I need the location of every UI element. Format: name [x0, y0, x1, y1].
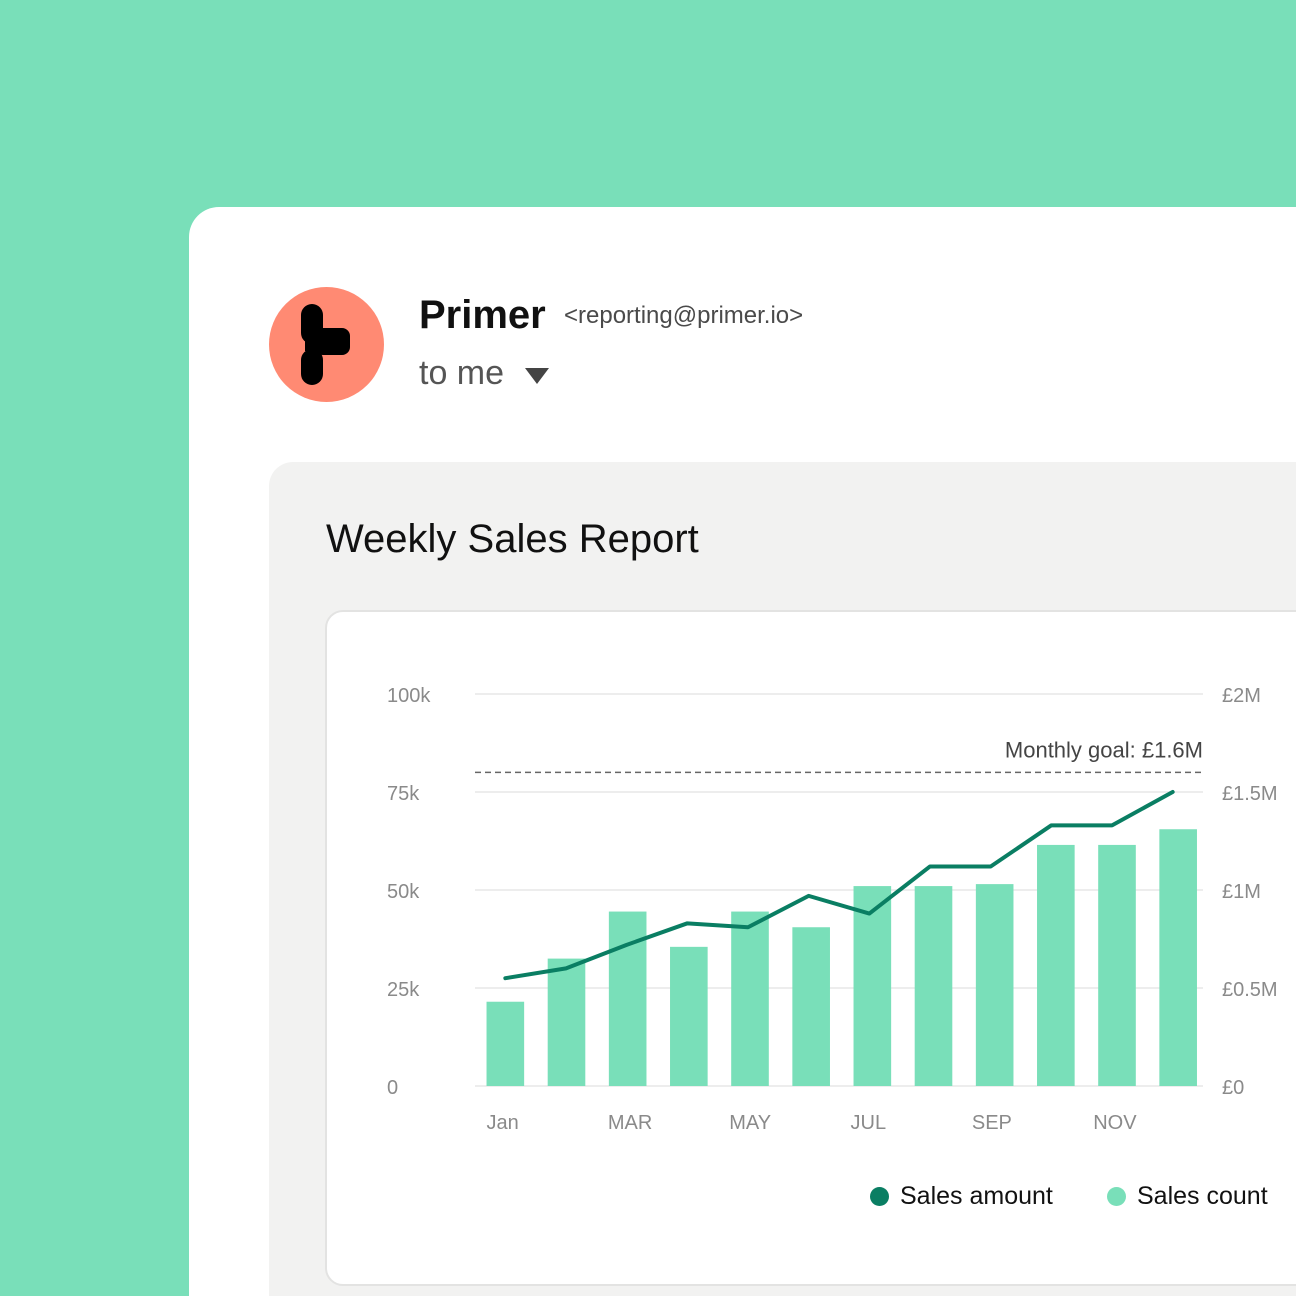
sender-name: Primer [419, 293, 546, 337]
legend-label-sales-amount: Sales amount [900, 1182, 1053, 1210]
sales-count-bar [486, 1001, 525, 1086]
chart-card: 100k £2M 75k £1.5M 50k £1M 25k £0.5M 0 £0 Monthly … [325, 610, 1296, 1286]
email-card: Primer <reporting@primer.io> to me Weekl… [189, 207, 1296, 1296]
sales-count-bar [1159, 829, 1197, 1086]
left-axis-tick-label: 25k [387, 979, 420, 1001]
right-axis-tick-label: £2M [1222, 685, 1261, 707]
sales-amount-line [503, 790, 1175, 981]
x-axis-tick-label: Jan [487, 1112, 519, 1134]
x-axis-tick-label: MAR [608, 1112, 652, 1134]
right-axis-tick-label: £1.5M [1222, 783, 1278, 805]
x-axis-tick-label: SEP [972, 1112, 1012, 1134]
right-axis-tick-label: £0.5M [1222, 979, 1278, 1001]
left-axis-tick-label: 50k [387, 881, 420, 903]
legend-swatch-sales-count [1107, 1187, 1126, 1206]
legend-swatch-sales-amount [870, 1187, 889, 1206]
report-title: Weekly Sales Report [326, 517, 699, 561]
left-axis-tick-label: 0 [387, 1077, 398, 1099]
sales-count-bar [1098, 844, 1136, 1086]
sender-avatar [269, 287, 384, 402]
sales-count-bar [1037, 844, 1075, 1086]
sender-email: <reporting@primer.io> [564, 302, 804, 329]
sales-count-bar [792, 927, 830, 1086]
sales-count-bar [975, 884, 1014, 1086]
legend-sales-amount: Sales amount [870, 1182, 1053, 1211]
sales-count-bar [914, 886, 953, 1086]
legend-label-sales-count: Sales count [1137, 1182, 1268, 1210]
goal-label: Monthly goal: £1.6M [1005, 737, 1203, 762]
email-body: Weekly Sales Report 100k £2M 75k £1.5M 50k £1… [269, 462, 1296, 1296]
x-axis-tick-label: NOV [1093, 1112, 1137, 1134]
sales-count-bar [670, 946, 708, 1086]
x-axis-tick-label: MAY [729, 1112, 771, 1134]
left-axis-tick-label: 75k [387, 783, 420, 805]
recipient-label[interactable]: to me [419, 354, 505, 392]
x-axis-tick-label: JUL [851, 1112, 887, 1134]
right-axis-tick-label: £1M [1222, 881, 1261, 903]
left-axis-tick-label: 100k [387, 685, 431, 707]
sales-chart: 100k £2M 75k £1.5M 50k £1M 25k £0.5M 0 £0 Monthly … [387, 685, 1278, 1134]
sales-count-bar [731, 911, 769, 1086]
sales-count-bar [853, 886, 892, 1086]
sales-count-bar [547, 958, 586, 1086]
primer-logo-icon [301, 304, 350, 385]
right-axis-tick-label: £0 [1222, 1077, 1244, 1099]
legend-sales-count: Sales count [1107, 1182, 1268, 1211]
recipient-details-dropdown-icon[interactable] [525, 368, 549, 384]
